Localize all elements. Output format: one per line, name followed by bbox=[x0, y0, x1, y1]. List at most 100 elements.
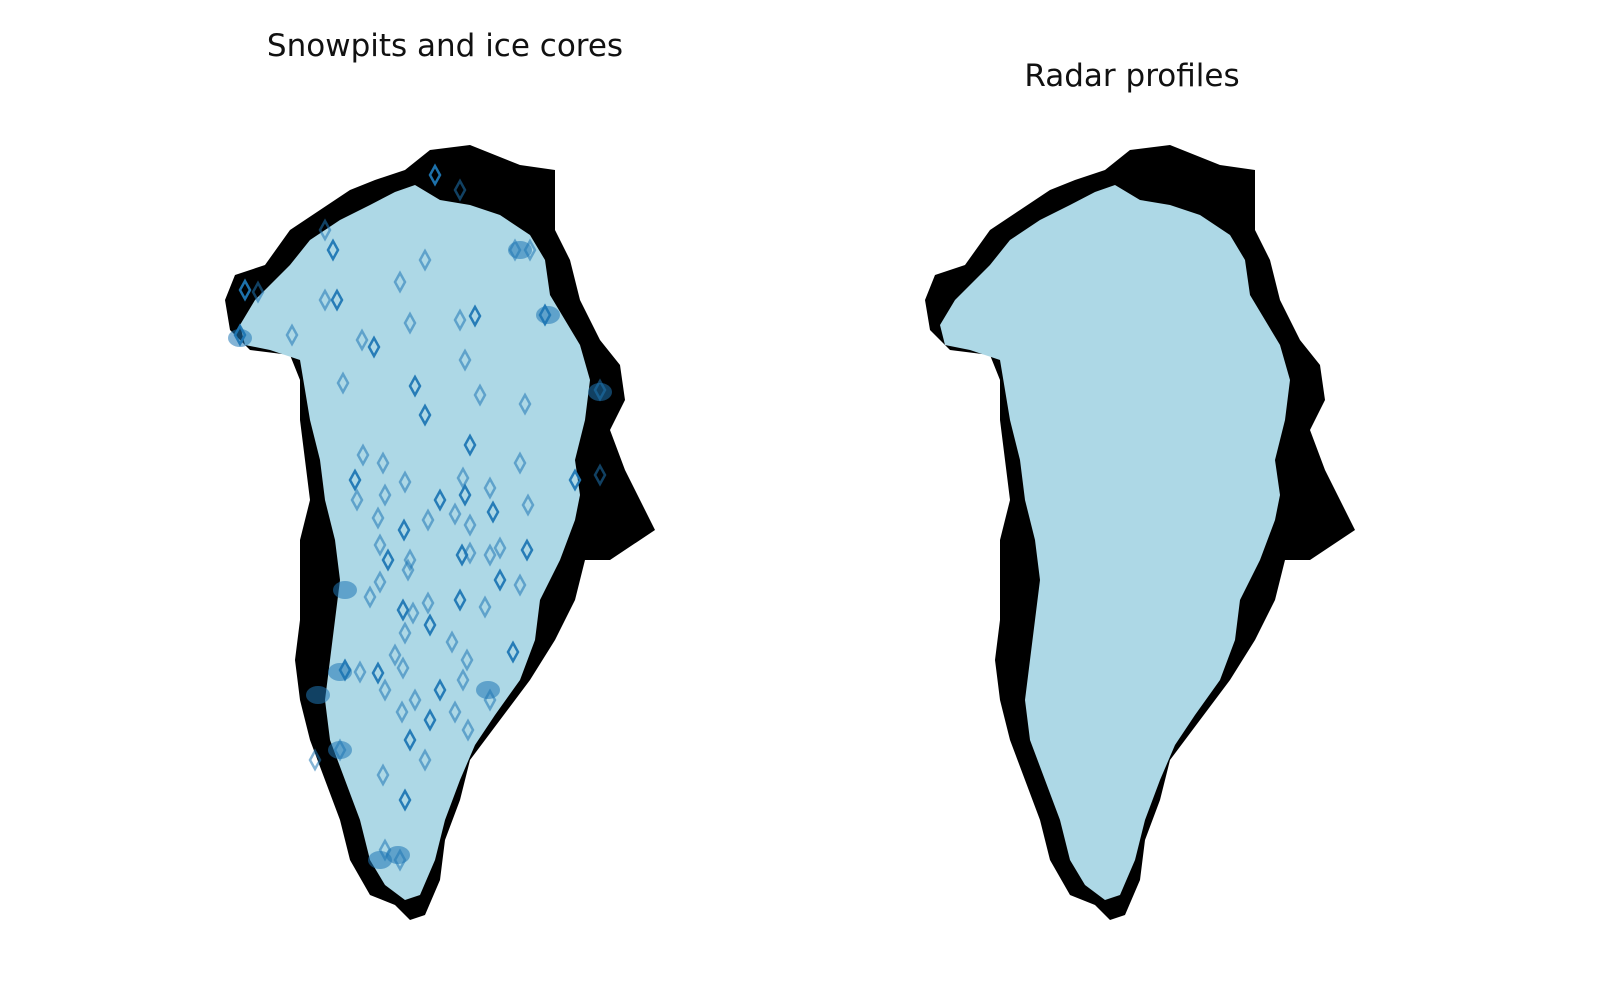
snowpit-marker bbox=[363, 585, 377, 609]
snowpit-marker bbox=[403, 728, 417, 752]
snowpit-marker bbox=[448, 502, 462, 526]
snowpit-marker bbox=[418, 748, 432, 772]
snowpit-marker bbox=[593, 463, 607, 487]
snowpit-marker bbox=[403, 548, 417, 572]
snowpit-marker bbox=[493, 536, 507, 560]
greenland-map-radar bbox=[925, 145, 1355, 920]
snowpit-cluster bbox=[536, 306, 560, 324]
snowpit-marker bbox=[461, 718, 475, 742]
panel-radar: Radar profiles bbox=[800, 0, 1600, 1000]
snowpit-marker bbox=[433, 678, 447, 702]
snowpit-marker bbox=[448, 700, 462, 724]
snowpit-marker bbox=[371, 506, 385, 530]
snowpit-cluster bbox=[306, 686, 330, 704]
snowpit-marker bbox=[418, 403, 432, 427]
snowpit-marker bbox=[378, 483, 392, 507]
snowpit-marker bbox=[418, 248, 432, 272]
snowpit-marker bbox=[396, 656, 410, 680]
snowpit-cluster bbox=[228, 329, 252, 347]
snowpit-marker bbox=[398, 788, 412, 812]
snowpit-marker bbox=[478, 595, 492, 619]
snowpit-marker bbox=[401, 558, 415, 582]
snowpit-marker bbox=[336, 371, 350, 395]
snowpit-marker bbox=[460, 648, 474, 672]
snowpit-cluster bbox=[588, 383, 612, 401]
snowpit-marker bbox=[238, 278, 252, 302]
snowpit-marker bbox=[483, 543, 497, 567]
snowpit-cluster bbox=[508, 241, 532, 259]
snowpit-cluster bbox=[476, 681, 500, 699]
snowpit-marker bbox=[458, 348, 472, 372]
snowpit-marker bbox=[406, 601, 420, 625]
snowpit-marker bbox=[428, 163, 442, 187]
ice-sheet bbox=[240, 185, 590, 900]
snowpit-marker bbox=[308, 748, 322, 772]
snowpit-marker bbox=[381, 548, 395, 572]
snowpit-marker bbox=[356, 443, 370, 467]
snowpit-cluster bbox=[333, 581, 357, 599]
snowpit-marker bbox=[398, 470, 412, 494]
snowpit-marker bbox=[456, 466, 470, 490]
snowpit-marker bbox=[473, 383, 487, 407]
snowpit-marker bbox=[355, 328, 369, 352]
snowpit-marker bbox=[486, 500, 500, 524]
panel-snowpits: Snowpits and ice cores bbox=[225, 28, 655, 920]
snowpit-marker bbox=[453, 588, 467, 612]
snowpit-marker bbox=[373, 533, 387, 557]
snowpit-marker bbox=[367, 335, 381, 359]
snowpit-marker bbox=[395, 700, 409, 724]
snowpit-marker bbox=[371, 661, 385, 685]
snowpit-marker bbox=[423, 613, 437, 637]
snowpit-marker bbox=[330, 288, 344, 312]
snowpit-marker bbox=[350, 488, 364, 512]
snowpit-marker bbox=[506, 640, 520, 664]
snowpit-marker bbox=[468, 304, 482, 328]
snowpit-marker bbox=[393, 270, 407, 294]
snowpit-cluster bbox=[328, 741, 352, 759]
snowpit-marker bbox=[423, 708, 437, 732]
snowpit-marker bbox=[513, 573, 527, 597]
snowpit-marker bbox=[453, 178, 467, 202]
snowpit-marker bbox=[397, 518, 411, 542]
snowpit-marker bbox=[463, 541, 477, 565]
snowpit-marker bbox=[520, 538, 534, 562]
snowpit-markers bbox=[228, 163, 612, 872]
snowpit-marker bbox=[408, 688, 422, 712]
snowpit-marker bbox=[396, 598, 410, 622]
snowpit-marker bbox=[421, 591, 435, 615]
snowpit-marker bbox=[318, 288, 332, 312]
snowpit-marker bbox=[251, 280, 265, 304]
snowpit-marker bbox=[348, 468, 362, 492]
snowpit-marker bbox=[285, 323, 299, 347]
snowpit-marker bbox=[453, 308, 467, 332]
snowpit-marker bbox=[398, 621, 412, 645]
snowpit-marker bbox=[373, 570, 387, 594]
snowpit-marker bbox=[518, 392, 532, 416]
snowpit-marker bbox=[326, 238, 340, 262]
snowpit-marker bbox=[403, 311, 417, 335]
snowpit-marker bbox=[521, 493, 535, 517]
snowpit-marker bbox=[568, 468, 582, 492]
snowpit-marker bbox=[463, 433, 477, 457]
snowpit-marker bbox=[376, 763, 390, 787]
snowpit-cluster bbox=[368, 851, 392, 869]
snowpit-marker bbox=[353, 660, 367, 684]
snowpit-marker bbox=[458, 483, 472, 507]
panel-title: Snowpits and ice cores bbox=[266, 28, 624, 64]
snowpit-marker bbox=[456, 668, 470, 692]
snowpit-cluster bbox=[386, 846, 410, 864]
greenland-map-snowpits bbox=[225, 145, 655, 920]
snowpit-marker bbox=[463, 513, 477, 537]
snowpit-marker bbox=[378, 678, 392, 702]
snowpit-marker bbox=[433, 488, 447, 512]
snowpit-marker bbox=[376, 451, 390, 475]
snowpit-marker bbox=[408, 374, 422, 398]
ice-sheet bbox=[940, 185, 1290, 900]
snowpit-marker bbox=[483, 476, 497, 500]
snowpit-marker bbox=[513, 451, 527, 475]
snowpit-marker bbox=[445, 630, 459, 654]
snowpit-marker bbox=[421, 508, 435, 532]
snowpit-cluster bbox=[328, 663, 352, 681]
snowpit-marker bbox=[493, 568, 507, 592]
panel-title: Radar profiles bbox=[1024, 58, 1240, 94]
